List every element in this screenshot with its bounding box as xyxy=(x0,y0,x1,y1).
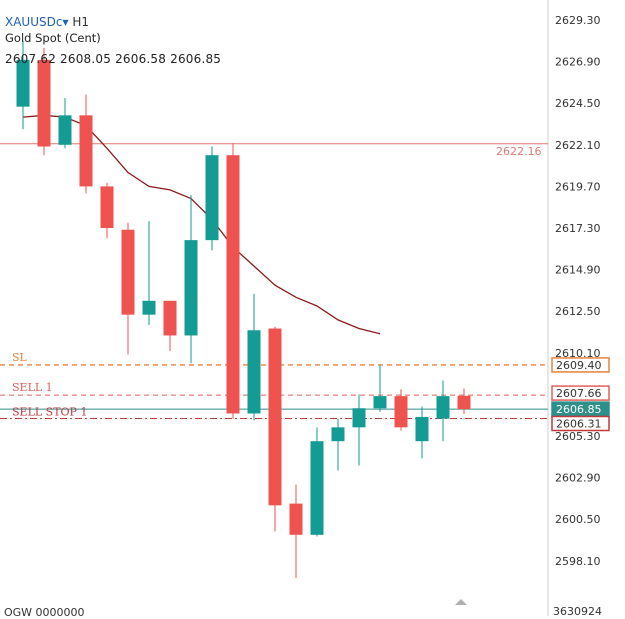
candle-body xyxy=(37,59,51,147)
sl-label: SL xyxy=(12,351,28,364)
footer-right-text: 3630924 xyxy=(553,605,602,618)
symbol-name[interactable]: XAUUSDc xyxy=(5,15,63,29)
candle-body xyxy=(142,300,156,315)
sell-price-tag xyxy=(551,385,610,401)
y-tick-label: 2612.50 xyxy=(555,305,601,318)
y-tick-label: 2622.10 xyxy=(555,139,601,152)
scroll-marker-icon xyxy=(455,599,467,605)
sellstop-label: SELL STOP 1 xyxy=(12,405,87,418)
candle-body xyxy=(310,441,324,535)
y-tick-label: 2626.90 xyxy=(555,56,601,69)
current-price-tag-text: 2606.85 xyxy=(556,403,602,416)
y-tick-label: 2605.30 xyxy=(555,430,601,443)
candle-body xyxy=(457,395,471,410)
candle-body xyxy=(289,503,303,535)
y-tick-label: 2629.30 xyxy=(555,14,601,27)
candle-body xyxy=(121,229,135,315)
candle-body xyxy=(184,240,198,336)
hline-price-label: 2622.16 xyxy=(496,145,542,158)
y-tick-label: 2610.10 xyxy=(555,347,601,360)
sellstop-price-tag-text: 2606.31 xyxy=(556,417,602,430)
candle-body xyxy=(16,59,30,107)
candle-body xyxy=(226,155,240,414)
y-tick-label: 2602.90 xyxy=(555,472,601,485)
y-tick-label: 2624.50 xyxy=(555,97,601,110)
candle-body xyxy=(247,330,261,414)
moving-average-line xyxy=(22,114,381,335)
timeframe-label: H1 xyxy=(72,15,89,29)
candle-body xyxy=(163,300,177,336)
sl-price-tag xyxy=(551,357,610,373)
sell-label: SELL 1 xyxy=(12,381,53,394)
candle-body xyxy=(352,408,366,428)
candle-body xyxy=(331,427,345,442)
ohlc-values: 2607.62 2608.05 2606.58 2606.85 xyxy=(5,52,222,66)
sellstop-price-tag xyxy=(551,415,610,432)
candle-body xyxy=(205,155,219,241)
candle-body xyxy=(394,396,408,428)
candle-body xyxy=(268,328,282,506)
candle-body xyxy=(373,396,387,409)
symbol-dropdown-icon[interactable]: ▾ xyxy=(62,15,69,29)
candle-body xyxy=(79,115,93,187)
symbol-description: Gold Spot (Cent) xyxy=(5,31,101,45)
footer-left-text: OGW 0000000 xyxy=(4,606,85,619)
y-tick-label: 2617.30 xyxy=(555,222,601,235)
sell-price-tag-text: 2607.66 xyxy=(556,387,602,400)
symbol-title[interactable]: XAUUSDc▾ H1 xyxy=(5,15,89,29)
candle-body xyxy=(58,115,72,145)
y-tick-label: 2614.90 xyxy=(555,264,601,277)
sl-price-tag-text: 2609.40 xyxy=(556,359,602,372)
y-tick-label: 2600.50 xyxy=(555,513,601,526)
candle-body xyxy=(100,186,114,228)
candle-body xyxy=(415,416,429,442)
candle-body xyxy=(436,396,450,419)
y-tick-label: 2598.10 xyxy=(555,555,601,568)
y-tick-label: 2619.70 xyxy=(555,180,601,193)
